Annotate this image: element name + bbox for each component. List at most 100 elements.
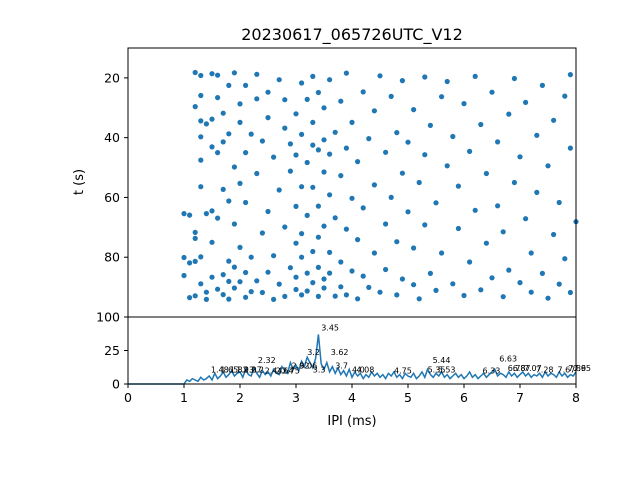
raster-point <box>483 240 489 246</box>
raster-point <box>383 266 389 273</box>
raster-point <box>231 221 237 227</box>
raster-point <box>304 288 310 294</box>
histogram-x-axis: 0 1 2 3 4 5 6 7 8 <box>124 384 580 405</box>
raster-point <box>411 107 417 113</box>
raster-point <box>209 116 215 122</box>
raster-point <box>198 92 204 99</box>
raster-point <box>455 183 461 189</box>
raster-point <box>304 96 310 102</box>
raster-point <box>310 142 316 148</box>
raster-point <box>321 169 327 175</box>
raster-point <box>315 293 321 299</box>
raster-point <box>506 111 512 117</box>
raster-point <box>293 240 299 246</box>
raster-point <box>327 270 333 276</box>
raster-point <box>254 278 260 284</box>
raster-point <box>192 229 198 235</box>
raster-point <box>231 285 237 291</box>
raster-point <box>461 101 467 107</box>
raster-point <box>198 281 204 287</box>
raster-point <box>332 129 338 135</box>
raster-point <box>209 71 215 77</box>
peak-label: 3.45 <box>321 324 339 333</box>
raster-point <box>349 119 355 125</box>
histogram-x-tick-label: 7 <box>516 390 524 405</box>
peak-label: 2.07 <box>244 365 262 374</box>
ipi-histogram: 1.481.651.821.932.072.22.322.442.642.752… <box>104 316 591 429</box>
raster-point <box>439 250 445 256</box>
raster-point <box>220 272 226 278</box>
raster-point <box>243 82 249 88</box>
raster-point <box>472 207 478 213</box>
raster-point <box>265 269 271 275</box>
raster-point <box>338 259 344 265</box>
raster-point <box>226 278 232 284</box>
raster-point <box>556 281 562 287</box>
raster-point <box>383 221 389 227</box>
raster-point <box>203 296 209 302</box>
raster-point <box>567 145 574 151</box>
raster-point <box>299 254 305 260</box>
raster-point <box>287 141 293 147</box>
peak-label: 7.07 <box>524 364 542 373</box>
raster-point <box>427 122 433 128</box>
peak-label: 3.3 <box>313 365 326 374</box>
raster-point <box>394 292 400 298</box>
histogram-x-tick-label: 2 <box>236 390 244 405</box>
raster-point <box>523 216 529 222</box>
raster-point <box>293 286 299 293</box>
raster-point <box>422 222 428 228</box>
raster-point <box>551 231 557 238</box>
raster-point <box>349 195 355 201</box>
raster-point <box>304 270 310 276</box>
histogram-y-axis: 0 25 <box>104 316 128 392</box>
raster-point <box>439 94 445 100</box>
raster-y-tick-label: 100 <box>96 310 120 325</box>
raster-point <box>444 163 450 169</box>
raster-point <box>282 224 288 230</box>
raster-point <box>366 136 372 142</box>
raster-point <box>287 265 293 271</box>
raster-point <box>321 105 327 111</box>
raster-point <box>562 93 568 99</box>
raster-point <box>399 78 405 84</box>
peak-label: 1.93 <box>236 365 254 374</box>
peak-label: 5.44 <box>433 356 451 365</box>
raster-point <box>304 212 310 218</box>
raster-y-tick-label: 60 <box>104 190 120 205</box>
raster-point <box>276 281 282 287</box>
histogram-y-tick-label: 25 <box>104 343 120 358</box>
raster-point <box>310 73 316 79</box>
raster-y-label: t (s) <box>72 169 87 195</box>
raster-point <box>321 276 327 282</box>
raster-point <box>243 269 249 276</box>
raster-point <box>405 139 411 145</box>
histogram-x-tick-label: 5 <box>404 390 412 405</box>
peak-label: 6.78 <box>508 364 526 373</box>
raster-point <box>203 121 209 127</box>
raster-point <box>215 286 221 292</box>
raster-point <box>506 267 512 273</box>
raster-point <box>237 279 243 285</box>
raster-point <box>327 192 333 198</box>
peak-label: 1.65 <box>220 365 238 374</box>
raster-point <box>198 157 204 163</box>
raster-point <box>248 131 254 137</box>
raster-point <box>399 276 405 282</box>
raster-point <box>528 250 534 256</box>
peak-label: 2.44 <box>265 367 283 376</box>
raster-point <box>343 292 349 298</box>
raster-point <box>416 296 422 302</box>
raster-point <box>231 70 237 76</box>
raster-point <box>259 230 265 236</box>
raster-point <box>567 72 574 78</box>
raster-point <box>304 159 310 166</box>
raster-point <box>355 296 361 302</box>
raster-point <box>450 133 456 140</box>
raster-point <box>338 284 344 290</box>
raster-point <box>383 149 389 155</box>
raster-point <box>360 89 366 95</box>
raster-point <box>315 234 321 240</box>
peak-label: 2.2 <box>251 365 264 374</box>
